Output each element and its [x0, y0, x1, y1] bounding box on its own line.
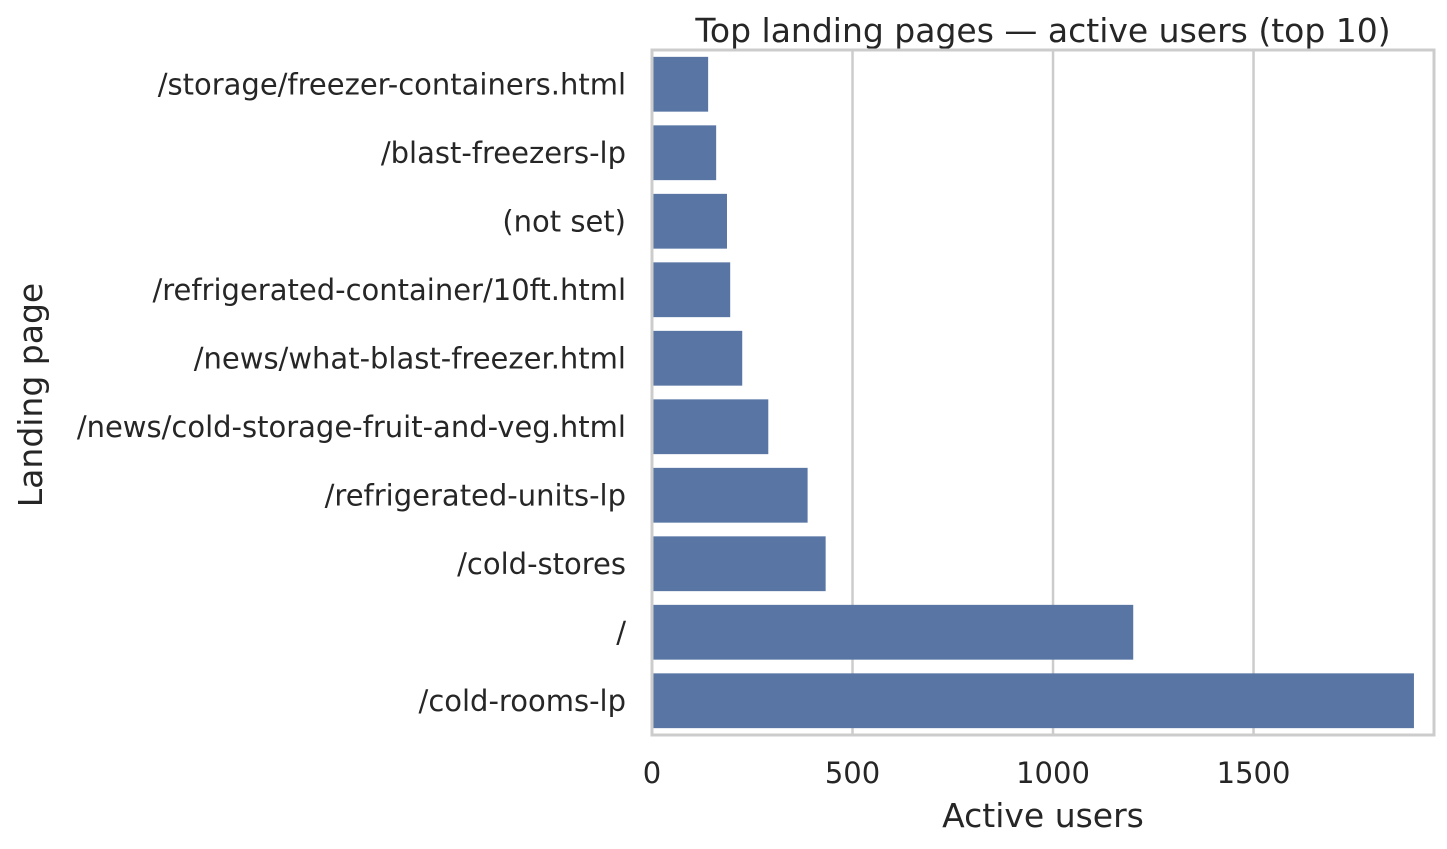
- y-tick-label: (not set): [502, 204, 626, 238]
- bar: [652, 399, 769, 455]
- bar: [652, 604, 1134, 660]
- y-tick-labels: /storage/freezer-containers.html/blast-f…: [77, 67, 626, 718]
- x-tick-label: 500: [825, 756, 880, 790]
- y-tick-label: /cold-stores: [457, 547, 626, 581]
- bars: [652, 56, 1414, 729]
- y-tick-label: /cold-rooms-lp: [419, 684, 626, 718]
- bar: [652, 125, 717, 181]
- y-tick-label: /news/what-blast-freezer.html: [194, 341, 626, 375]
- plot-frame: [650, 48, 1436, 737]
- x-axis-label: Active users: [942, 796, 1144, 835]
- chart-title: Top landing pages — active users (top 10…: [694, 11, 1390, 50]
- y-tick-label: /refrigerated-units-lp: [325, 478, 626, 512]
- bar: [652, 673, 1414, 729]
- bar: [652, 262, 731, 318]
- bar: [652, 56, 709, 112]
- x-tick-labels: 0 500 1000 1500: [643, 756, 1291, 790]
- y-tick-label: /refrigerated-container/10ft.html: [152, 273, 626, 307]
- y-axis-label: Landing page: [11, 283, 50, 507]
- x-tick-label: 1000: [1016, 756, 1090, 790]
- bar: [652, 330, 743, 386]
- x-tick-label: 0: [643, 756, 661, 790]
- bar: [652, 193, 727, 249]
- bar: [652, 536, 826, 592]
- y-tick-label: /storage/freezer-containers.html: [158, 67, 626, 101]
- y-tick-label: /blast-freezers-lp: [381, 136, 626, 170]
- bar: [652, 467, 808, 523]
- y-tick-label: /news/cold-storage-fruit-and-veg.html: [77, 410, 626, 444]
- x-tick-label: 1500: [1217, 756, 1291, 790]
- y-tick-label: /: [616, 615, 626, 649]
